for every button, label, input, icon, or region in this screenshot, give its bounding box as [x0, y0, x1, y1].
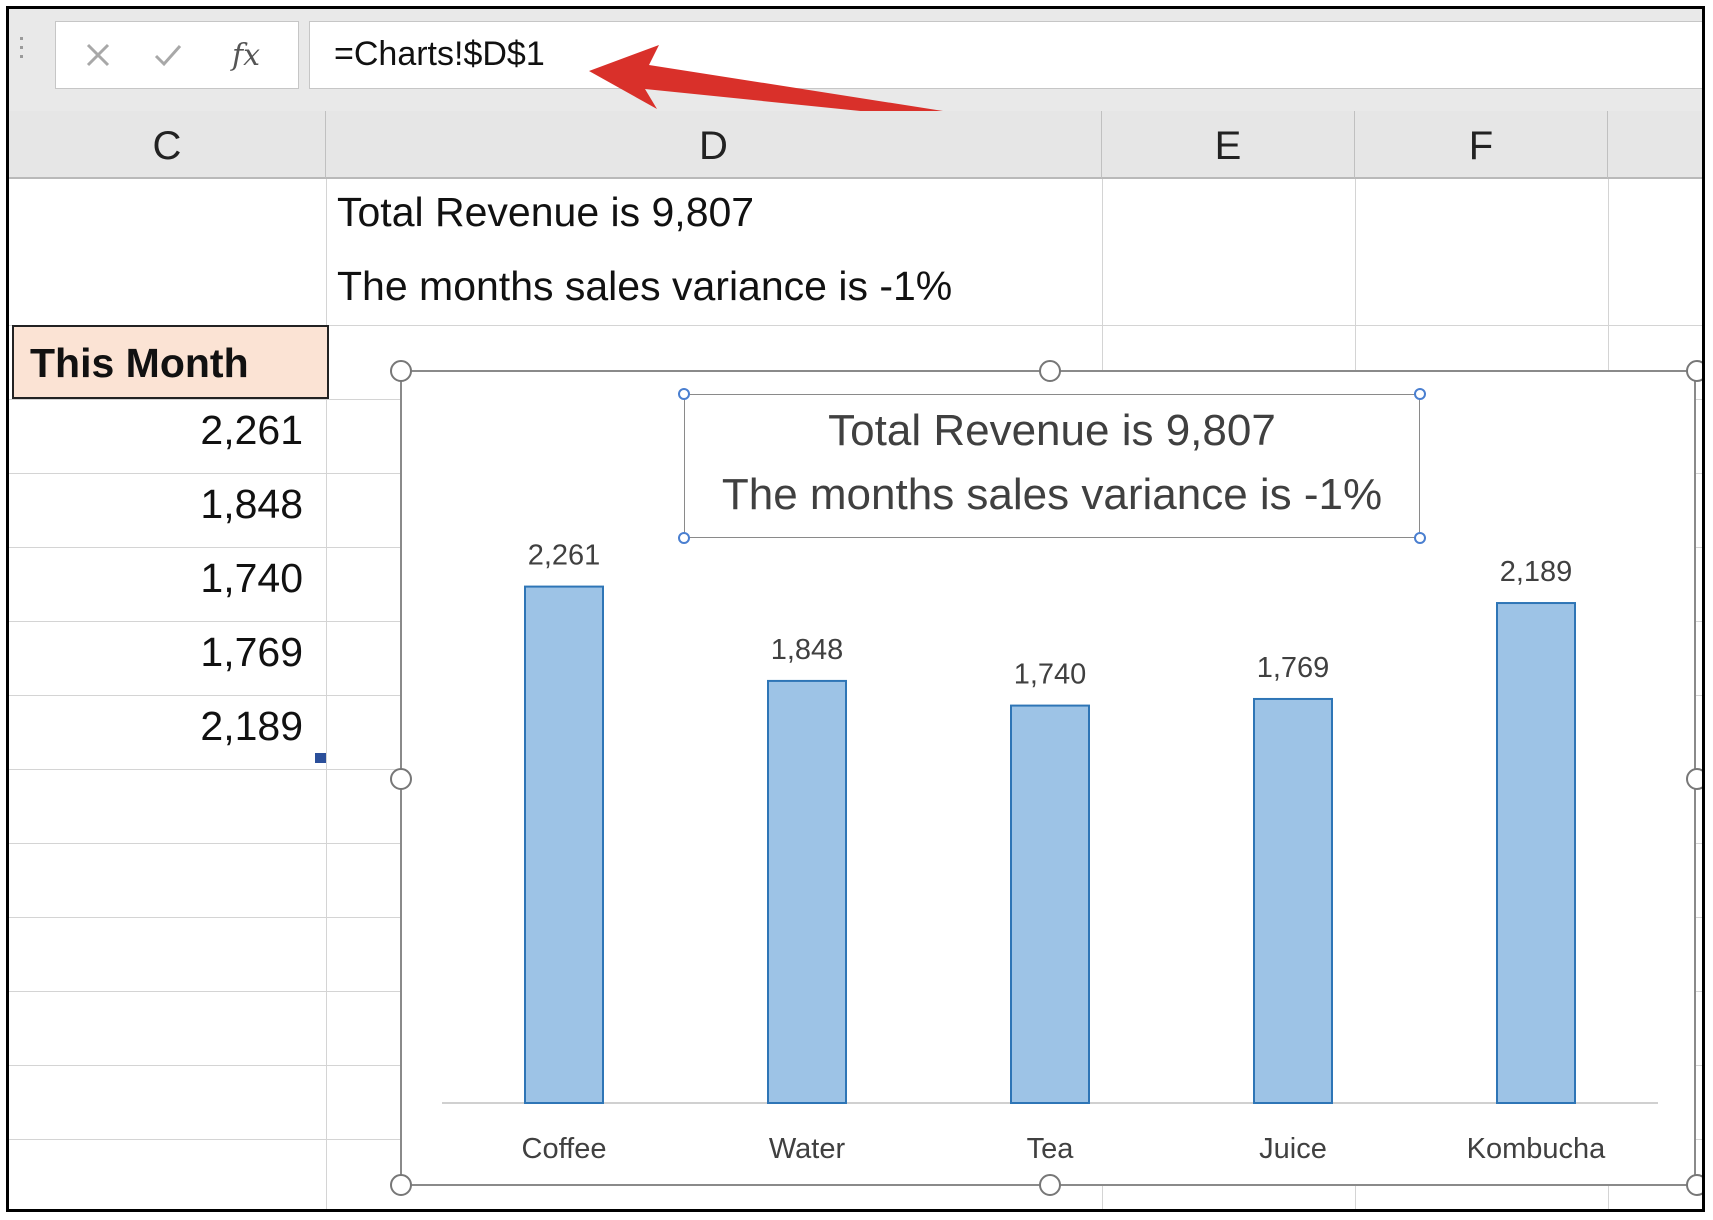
- title-handle[interactable]: [678, 388, 690, 400]
- data-label: 1,848: [771, 634, 844, 666]
- cell-c8[interactable]: 2,189: [200, 703, 303, 749]
- bar-chart[interactable]: Total Revenue is 9,807 The months sales …: [390, 360, 1702, 1196]
- data-label: 1,769: [1257, 652, 1330, 684]
- grid-line: [326, 179, 327, 1209]
- column-header-g[interactable]: [1608, 111, 1702, 179]
- bar-kombucha[interactable]: [1496, 602, 1576, 1104]
- title-handle[interactable]: [1414, 388, 1426, 400]
- category-label: Kombucha: [1467, 1133, 1607, 1165]
- cell-d2[interactable]: The months sales variance is -1%: [337, 263, 953, 309]
- resize-handle-top[interactable]: [1039, 360, 1061, 382]
- chart-title-line-1: Total Revenue is 9,807: [828, 406, 1276, 455]
- formula-bar: fx =Charts!$D$1: [9, 9, 1702, 112]
- fill-handle[interactable]: [315, 753, 326, 763]
- drag-grip-icon[interactable]: [19, 37, 25, 71]
- title-handle[interactable]: [1414, 532, 1426, 544]
- category-label: Juice: [1259, 1133, 1327, 1165]
- column-header-c[interactable]: C: [9, 111, 326, 179]
- x-icon[interactable]: [68, 22, 128, 88]
- resize-handle-left[interactable]: [390, 768, 412, 790]
- chart-title-line-2: The months sales variance is -1%: [721, 470, 1383, 519]
- annotation-arrow-icon: [589, 45, 943, 119]
- cell-c4[interactable]: 2,261: [200, 407, 303, 453]
- bar-water[interactable]: [767, 679, 847, 1104]
- resize-handle-top-right[interactable]: [1686, 360, 1702, 382]
- data-label: 2,261: [528, 540, 601, 572]
- cell-c3-header[interactable]: This Month: [12, 325, 329, 399]
- column-header-e[interactable]: E: [1102, 111, 1355, 179]
- resize-handle-top-left[interactable]: [390, 360, 412, 382]
- checkmark-icon[interactable]: [138, 22, 198, 88]
- category-label: Coffee: [522, 1133, 607, 1165]
- formula-input[interactable]: =Charts!$D$1: [309, 21, 1702, 89]
- resize-handle-right[interactable]: [1686, 768, 1702, 790]
- chart-plot-area: 2,261 Coffee 1,848 Water 1,740 Tea 1,769 Juice 2…: [442, 540, 1658, 1165]
- resize-handle-bottom-right[interactable]: [1686, 1174, 1702, 1196]
- bar-coffee[interactable]: [524, 585, 604, 1105]
- resize-handle-bottom[interactable]: [1039, 1174, 1061, 1196]
- cell-c5[interactable]: 1,848: [200, 481, 303, 527]
- category-label: Water: [769, 1133, 846, 1165]
- cell-d1[interactable]: Total Revenue is 9,807: [337, 189, 755, 235]
- cell-c7[interactable]: 1,769: [200, 629, 303, 675]
- data-label: 2,189: [1500, 556, 1573, 588]
- formula-buttons: fx: [55, 21, 299, 89]
- column-header-f[interactable]: F: [1355, 111, 1608, 179]
- title-handle[interactable]: [678, 532, 690, 544]
- data-label: 1,740: [1014, 659, 1087, 691]
- insert-function-icon[interactable]: fx: [231, 37, 261, 73]
- grid-line: [9, 325, 1702, 326]
- bar-juice[interactable]: [1253, 697, 1333, 1104]
- chart-title[interactable]: Total Revenue is 9,807 The months sales …: [678, 388, 1426, 544]
- bar-tea[interactable]: [1010, 704, 1090, 1104]
- resize-handle-bottom-left[interactable]: [390, 1174, 412, 1196]
- column-header-d[interactable]: D: [326, 111, 1102, 179]
- category-label: Tea: [1027, 1133, 1075, 1165]
- cell-c6[interactable]: 1,740: [200, 555, 303, 601]
- spreadsheet-window: fx =Charts!$D$1 C D E F Total Revenue is…: [6, 6, 1705, 1212]
